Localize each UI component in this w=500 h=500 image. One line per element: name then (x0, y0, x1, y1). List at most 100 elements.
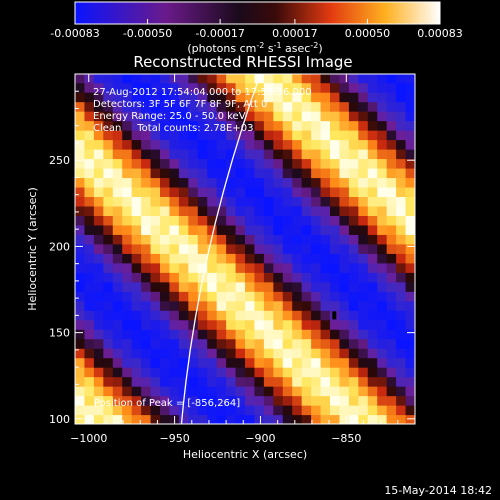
heatmap-cell (188, 405, 199, 416)
heatmap-cell (330, 319, 341, 330)
heatmap-cell (160, 262, 171, 273)
heatmap-cell (330, 205, 341, 216)
colorbar-tick-label: 0.00017 (272, 27, 318, 40)
heatmap-cell (320, 272, 331, 283)
x-axis-label: Heliocentric X (arcsec) (183, 448, 307, 461)
dark-spot (332, 311, 337, 320)
heatmap-cell (103, 338, 114, 349)
heatmap-cell (263, 253, 274, 264)
heatmap-cell (112, 215, 123, 226)
heatmap-cell (358, 215, 369, 226)
heatmap-cell (103, 101, 114, 112)
heatmap-cell (197, 348, 208, 359)
heatmap-cell (169, 405, 180, 416)
y-axis-label: Heliocentric Y (arcsec) (26, 187, 39, 311)
heatmap-image (75, 74, 415, 424)
heatmap-cell (263, 177, 274, 188)
heatmap-cell (178, 405, 189, 416)
heatmap-cell (301, 395, 312, 406)
heatmap-cell (377, 177, 388, 188)
heatmap-cell (178, 300, 189, 311)
heatmap-cell (216, 395, 227, 406)
heatmap-cell (188, 319, 199, 330)
y-axis: 100 150 200 250 (49, 73, 415, 426)
heatmap-cell (141, 329, 152, 340)
heatmap-cell (282, 120, 293, 131)
heatmap-cell (207, 167, 218, 179)
heatmap-cell (112, 120, 123, 131)
heatmap-cell (122, 414, 133, 424)
heatmap-cell (301, 120, 312, 131)
heatmap-cell (93, 310, 104, 321)
heatmap-cell (169, 101, 180, 112)
heatmap-cell (141, 357, 152, 368)
heatmap-cell (226, 272, 237, 283)
heatmap-cell (75, 395, 86, 406)
heatmap-cell (377, 338, 388, 349)
heatmap-cell (367, 262, 378, 273)
heatmap-cell (358, 300, 369, 311)
heatmap-cell (84, 348, 95, 359)
heatmap-cell (207, 186, 218, 198)
heatmap-cell (358, 319, 369, 330)
heatmap-cell (112, 395, 123, 406)
heatmap-cell (169, 130, 180, 141)
heatmap-cell (254, 319, 265, 330)
heatmap-cell (235, 414, 246, 424)
heatmap-cell (226, 367, 237, 378)
heatmap-cell (188, 357, 199, 368)
heatmap-cell (131, 224, 142, 235)
heatmap-cell (235, 205, 246, 216)
heatmap-cell (282, 253, 293, 264)
heatmap-cell (207, 111, 218, 122)
heatmap-cell (84, 243, 95, 254)
heatmap-cell (188, 186, 199, 198)
heatmap-cell (188, 139, 199, 150)
heatmap-cell (358, 196, 369, 207)
heatmap-cell (320, 329, 331, 340)
heatmap-cell (245, 196, 256, 207)
heatmap-cell (103, 281, 114, 292)
heatmap-cell (377, 224, 388, 235)
heatmap-cell (141, 92, 152, 103)
heatmap-cell (263, 272, 274, 283)
heatmap-cell (301, 101, 312, 112)
heatmap-cell (112, 186, 123, 198)
heatmap-cell (377, 262, 388, 273)
heatmap-cell (348, 319, 359, 330)
heatmap-cell (131, 348, 142, 359)
heatmap-cell (122, 120, 133, 131)
heatmap-cell (292, 243, 303, 254)
heatmap-cell (216, 167, 227, 179)
heatmap-cell (358, 158, 369, 169)
heatmap-cell (188, 338, 199, 349)
heatmap-cell (150, 272, 161, 283)
heatmap-cell (386, 319, 397, 330)
heatmap-cell (358, 281, 369, 292)
heatmap-cell (226, 139, 237, 150)
heatmap-cell (330, 82, 341, 93)
heatmap-cell (197, 74, 208, 84)
heatmap-cell (273, 395, 284, 406)
heatmap-cell (254, 224, 265, 235)
heatmap-cell (226, 92, 237, 103)
heatmap-cell (131, 196, 142, 207)
heatmap-cell (84, 130, 95, 141)
heatmap-cell (103, 74, 114, 84)
heatmap-cell (396, 319, 407, 330)
heatmap-cell (112, 367, 123, 378)
heatmap-cell (367, 319, 378, 330)
heatmap-cell (330, 291, 341, 302)
heatmap-cell (93, 82, 104, 93)
heatmap-cell (141, 215, 152, 226)
heatmap-cell (254, 92, 265, 103)
heatmap-cell (207, 386, 218, 397)
heatmap-cell (169, 329, 180, 340)
heatmap-cell (188, 386, 199, 397)
heatmap-cell (320, 196, 331, 207)
heatmap-cell (292, 139, 303, 150)
heatmap-cell (282, 281, 293, 292)
heatmap-cell (112, 149, 123, 160)
heatmap-cell (235, 253, 246, 264)
heatmap-cell (122, 300, 133, 311)
